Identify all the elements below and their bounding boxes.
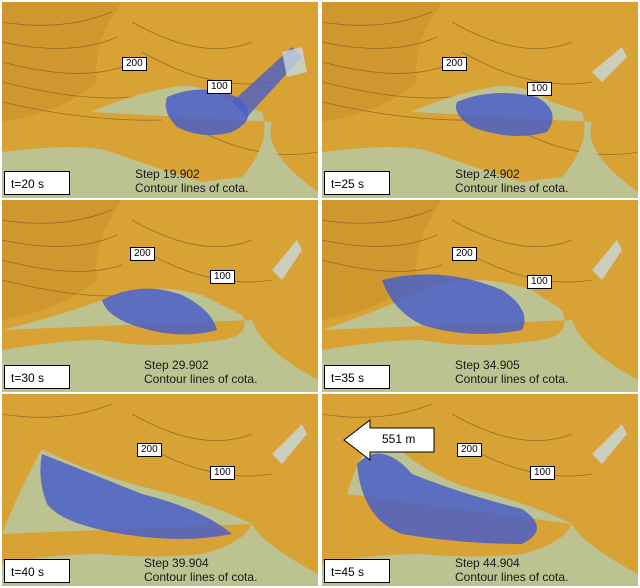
contour-caption: Contour lines of cota. [135, 181, 249, 195]
step-number: Step 19.902 [135, 167, 200, 181]
contour-label-200: 200 [457, 443, 482, 457]
contour-label-100: 100 [210, 270, 235, 284]
step-info: Step 29.902 Contour lines of cota. [144, 358, 257, 386]
contour-label-100: 100 [207, 80, 232, 94]
panel-t20: 200 100 Step 19.902 Contour lines of cot… [2, 2, 318, 198]
contour-caption: Contour lines of cota. [455, 570, 569, 584]
step-number: Step 44.904 [455, 556, 520, 570]
time-label: t=20 s [4, 171, 70, 195]
panel-t35: 200 100 Step 34.905 Contour lines of cot… [322, 200, 638, 392]
time-label: t=25 s [324, 171, 390, 195]
contour-caption: Contour lines of cota. [144, 372, 258, 386]
panel-t45: 551 m 200 100 Step 44.904 Contour lines … [322, 394, 638, 586]
contour-caption: Contour lines of cota. [455, 372, 569, 386]
step-info: Step 39.904 Contour lines of cota. [144, 556, 257, 584]
step-number: Step 24.902 [455, 167, 520, 181]
panel-t30: 200 100 Step 29.902 Contour lines of cot… [2, 200, 318, 392]
terrain-map [322, 394, 638, 586]
panel-t25: 200 100 Step 24.902 Contour lines of cot… [322, 2, 638, 198]
time-label: t=40 s [4, 559, 70, 583]
contour-label-100: 100 [527, 275, 552, 289]
contour-label-100: 100 [527, 82, 552, 96]
contour-label-200: 200 [137, 443, 162, 457]
step-info: Step 19.902 Contour lines of cota. [135, 167, 248, 195]
time-label: t=30 s [4, 365, 70, 389]
step-info: Step 24.902 Contour lines of cota. [455, 167, 568, 195]
contour-label-100: 100 [530, 466, 555, 480]
time-label: t=45 s [324, 559, 390, 583]
step-number: Step 39.904 [144, 556, 209, 570]
contour-label-200: 200 [122, 57, 147, 71]
contour-label-200: 200 [452, 247, 477, 261]
contour-label-200: 200 [442, 57, 467, 71]
terrain-map [322, 200, 638, 392]
step-info: Step 44.904 Contour lines of cota. [455, 556, 568, 584]
time-label: t=35 s [324, 365, 390, 389]
contour-label-200: 200 [130, 247, 155, 261]
distance-arrow [343, 418, 435, 462]
contour-caption: Contour lines of cota. [144, 570, 258, 584]
step-number: Step 34.905 [455, 358, 520, 372]
step-info: Step 34.905 Contour lines of cota. [455, 358, 568, 386]
terrain-map [2, 394, 318, 586]
contour-caption: Contour lines of cota. [455, 181, 569, 195]
terrain-map [2, 200, 318, 392]
panel-t40: 200 100 Step 39.904 Contour lines of cot… [2, 394, 318, 586]
terrain-map [322, 2, 638, 198]
distance-label: 551 m [382, 432, 416, 446]
terrain-map [2, 2, 318, 198]
step-number: Step 29.902 [144, 358, 209, 372]
contour-label-100: 100 [210, 466, 235, 480]
